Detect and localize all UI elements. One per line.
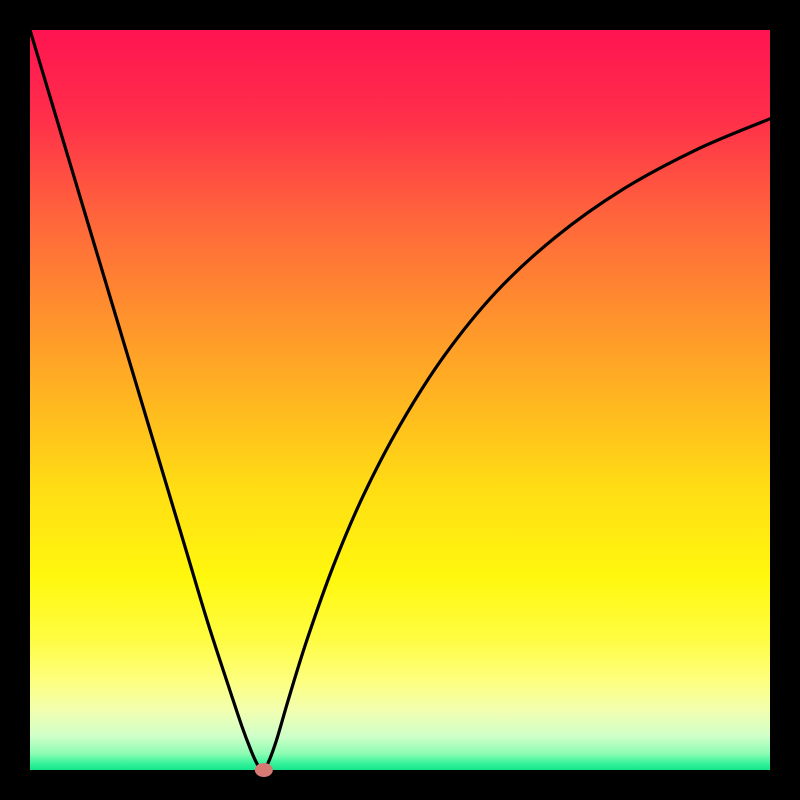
chart-frame: TheBottleneck.com <box>0 0 800 800</box>
optimal-point-marker <box>255 763 273 777</box>
bottleneck-chart <box>0 0 800 800</box>
